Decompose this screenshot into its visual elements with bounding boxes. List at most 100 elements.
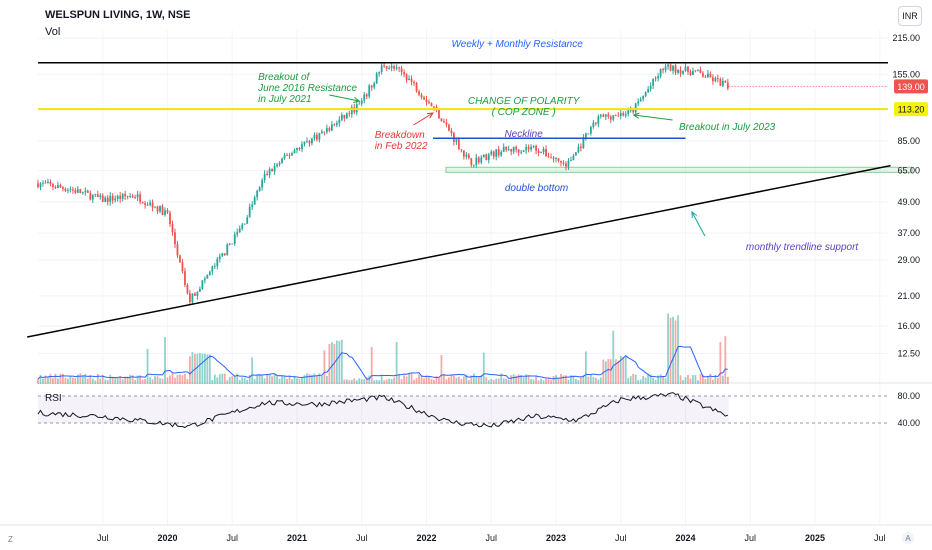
- volume-bar: [71, 377, 74, 384]
- breakout-2023-annotation: Breakout in July 2023: [679, 122, 776, 133]
- candle: [697, 69, 699, 72]
- candle: [575, 151, 577, 156]
- time-tick-label: Jul: [485, 533, 497, 543]
- time-tick-label: Jul: [744, 533, 756, 543]
- candle: [577, 143, 580, 154]
- candle: [94, 193, 97, 197]
- candle: [131, 193, 134, 199]
- candle: [306, 137, 308, 143]
- volume-bar: [550, 380, 552, 384]
- volume-bar: [101, 374, 104, 384]
- breakout-2021-annotation: June 2016 Resistance: [257, 83, 357, 94]
- volume-bar: [253, 379, 256, 384]
- volume-bar: [726, 376, 729, 384]
- auto-scale-button[interactable]: A: [902, 532, 914, 544]
- volume-bar: [410, 373, 413, 384]
- candle: [345, 112, 348, 120]
- time-tick-label: Jul: [615, 533, 627, 543]
- candle: [330, 121, 333, 131]
- volume-bar: [223, 373, 226, 384]
- volume-bar: [243, 377, 246, 384]
- volume-bar: [694, 374, 697, 384]
- volume-bar: [39, 374, 42, 384]
- candle: [91, 194, 94, 204]
- candle: [109, 192, 112, 206]
- volume-bar: [213, 374, 216, 384]
- candle: [111, 193, 114, 204]
- volume-bar: [129, 374, 132, 384]
- candle: [425, 96, 428, 106]
- candle: [54, 185, 57, 190]
- candle: [124, 190, 127, 200]
- candle: [599, 113, 602, 119]
- candle: [567, 158, 570, 170]
- volume-bar: [266, 374, 269, 384]
- candle: [368, 83, 371, 99]
- candle: [527, 144, 530, 153]
- candle: [246, 215, 249, 225]
- volume-bar: [151, 379, 154, 384]
- volume-bar: [462, 376, 465, 384]
- timezone-icon[interactable]: Z: [8, 535, 13, 544]
- candle: [365, 93, 368, 100]
- volume-bar: [445, 379, 448, 384]
- candle: [126, 195, 129, 200]
- volume-bar: [86, 378, 89, 384]
- volume-bar: [584, 351, 587, 384]
- volume-bar: [415, 378, 418, 384]
- candle: [385, 65, 388, 71]
- volume-bar: [582, 375, 585, 384]
- candle: [121, 193, 124, 202]
- candle: [535, 144, 537, 155]
- last-price-badge: 139.00: [894, 79, 928, 94]
- price-tick-label: 49.00: [897, 197, 920, 207]
- volume-bar: [642, 375, 645, 384]
- volume-bar: [94, 380, 97, 384]
- candle: [208, 270, 211, 276]
- candle: [203, 276, 206, 284]
- volume-bar: [644, 377, 647, 384]
- volume-bar: [428, 377, 430, 384]
- candle: [373, 81, 376, 90]
- volume-bar: [699, 374, 702, 384]
- candle: [445, 118, 448, 128]
- candle: [470, 157, 473, 168]
- candle: [644, 91, 647, 98]
- candle: [288, 152, 291, 159]
- candle: [49, 179, 52, 187]
- volume-bar: [69, 375, 72, 384]
- trendline-annotation: monthly trendline support: [746, 242, 860, 253]
- symbol-title: WELSPUN LIVING, 1W, NSE: [45, 9, 191, 21]
- candle: [689, 69, 692, 76]
- volume-bar: [231, 375, 234, 384]
- candle: [106, 195, 109, 206]
- candle: [682, 70, 684, 76]
- candle: [233, 231, 236, 246]
- volume-bar: [106, 380, 109, 384]
- currency-button[interactable]: INR: [898, 6, 922, 26]
- volume-bar: [42, 378, 44, 384]
- candle: [687, 65, 689, 75]
- candle: [662, 67, 664, 74]
- volume-bar: [154, 376, 156, 384]
- volume-bar: [109, 374, 112, 384]
- candle: [657, 73, 660, 82]
- candle: [251, 201, 254, 211]
- volume-bar: [721, 375, 724, 384]
- candle: [692, 67, 694, 76]
- candle: [637, 98, 640, 107]
- volume-bar: [246, 380, 249, 384]
- volume-bar: [692, 375, 694, 384]
- candle: [400, 65, 403, 76]
- volume-bar: [348, 380, 351, 384]
- volume-bar: [380, 375, 383, 384]
- volume-bar: [475, 376, 478, 384]
- volume-bar: [562, 375, 565, 384]
- volume-bar: [358, 378, 361, 384]
- volume-bar: [201, 353, 204, 384]
- candle: [69, 186, 72, 193]
- candle: [283, 152, 286, 160]
- candle: [308, 139, 311, 147]
- breakdown-arrow: [413, 112, 434, 126]
